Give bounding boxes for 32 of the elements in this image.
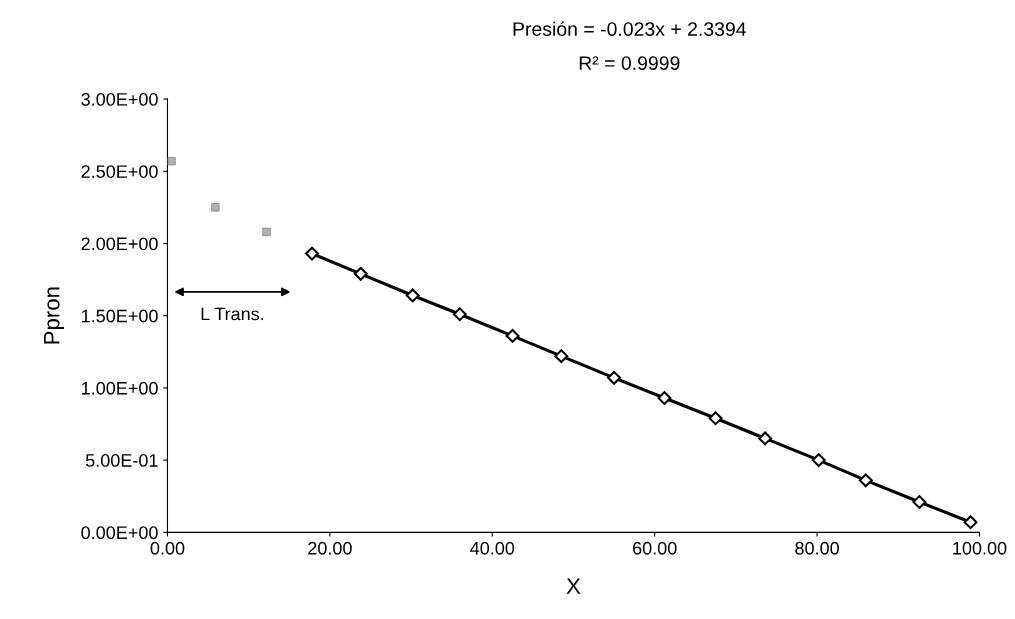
x-tick-label: 100.00 bbox=[953, 541, 1007, 555]
point bbox=[505, 328, 520, 343]
text: Presión = -0.023x + 2.3394 bbox=[513, 21, 747, 36]
y-axis-title: Ppron bbox=[44, 287, 64, 344]
point bbox=[353, 266, 368, 281]
point bbox=[858, 473, 873, 488]
x-tick-label: 40.00 bbox=[470, 541, 515, 555]
point bbox=[657, 391, 672, 405]
annotation: L Trans. bbox=[201, 307, 264, 321]
x-tick-label: 60.00 bbox=[633, 541, 677, 555]
point bbox=[607, 370, 622, 385]
point bbox=[811, 453, 826, 468]
y-tick-label: 0.00E+00 bbox=[81, 526, 158, 540]
point bbox=[963, 515, 978, 530]
y-tick-label: 2.50E+00 bbox=[81, 165, 158, 178]
point bbox=[912, 495, 927, 509]
x-tick-label: 0.00 bbox=[150, 541, 185, 555]
x-axis-title: X bbox=[566, 578, 581, 594]
y-tick-label: 1.00E+00 bbox=[82, 381, 158, 395]
y-tick-label: 2.00E+00 bbox=[81, 237, 158, 251]
x-tick-label: 80.00 bbox=[795, 541, 839, 555]
point bbox=[305, 246, 319, 261]
point bbox=[452, 307, 467, 322]
y-tick-label: 3.00E+00 bbox=[81, 92, 158, 106]
point bbox=[554, 349, 569, 364]
point bbox=[405, 288, 420, 303]
point bbox=[758, 431, 773, 446]
x-tick-label: 20.00 bbox=[308, 541, 352, 555]
y-tick-label: 5.00E-01 bbox=[85, 454, 158, 467]
y-tick-label: 1.50E+00 bbox=[82, 309, 158, 323]
text: R² = 0.9999 bbox=[579, 56, 680, 70]
point bbox=[708, 411, 723, 426]
